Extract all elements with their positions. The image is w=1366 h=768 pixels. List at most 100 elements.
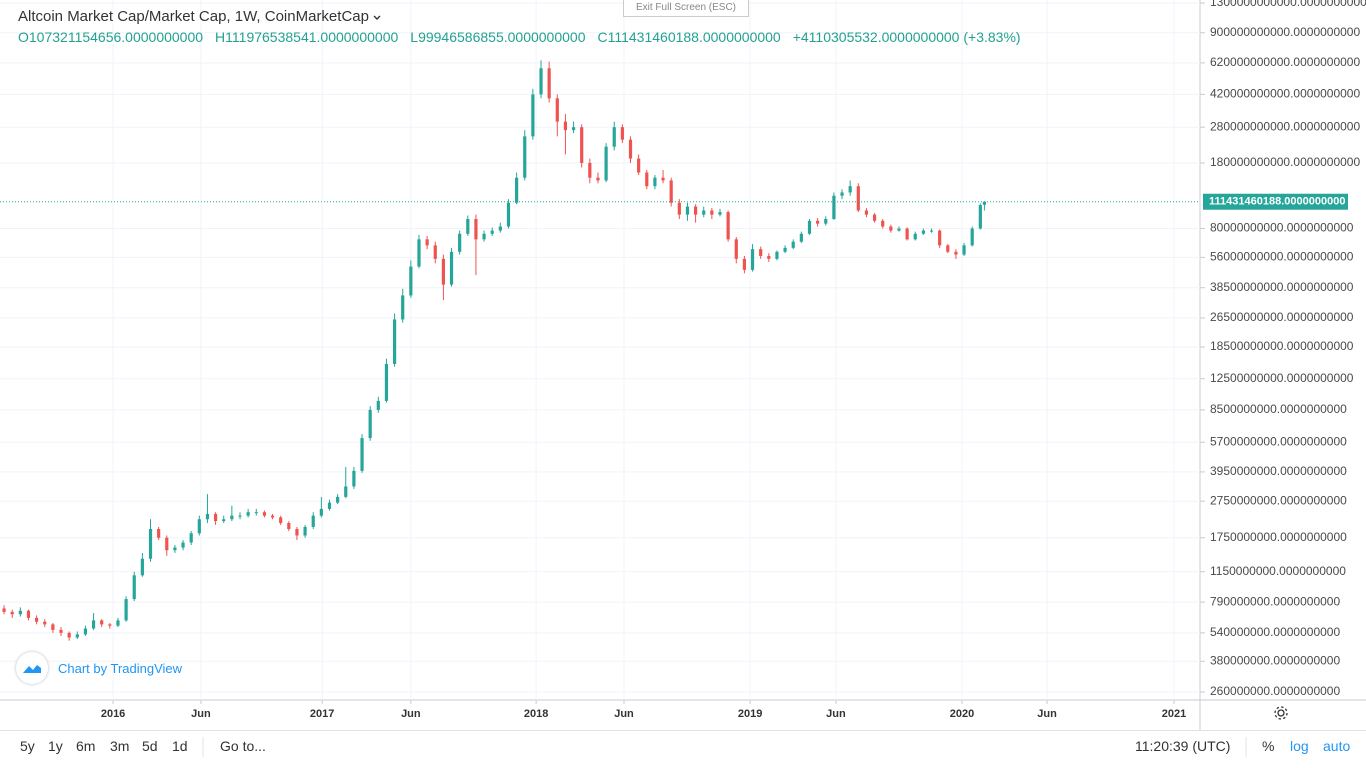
candle-body bbox=[449, 251, 454, 285]
percent-toggle[interactable]: % bbox=[1262, 738, 1275, 754]
candle-body bbox=[970, 228, 974, 246]
x-tick-label: Jun bbox=[191, 708, 211, 720]
candle-body bbox=[425, 239, 429, 246]
title-text: Altcoin Market Cap/Market Cap, 1W, CoinM… bbox=[18, 8, 369, 25]
x-tick-label: Jun bbox=[401, 708, 421, 720]
candle-body bbox=[832, 195, 836, 220]
candle-body bbox=[677, 202, 681, 215]
candle-body bbox=[213, 513, 218, 522]
candle-body bbox=[352, 470, 356, 487]
candle-body bbox=[458, 233, 462, 252]
candle-body bbox=[238, 515, 242, 517]
x-tick-label: 2016 bbox=[101, 708, 125, 720]
candle-body bbox=[905, 228, 909, 240]
range-button[interactable]: 1y bbox=[48, 738, 63, 754]
chart: 1300000000000.0000000000 900000000000.000… bbox=[0, 0, 1366, 730]
y-tick-label: 12500000000.0000000000 bbox=[1210, 371, 1354, 385]
candle-body bbox=[35, 617, 39, 622]
candle-body bbox=[864, 210, 869, 215]
candle-body bbox=[319, 508, 323, 516]
settings-icon[interactable] bbox=[1274, 706, 1288, 720]
candle-body bbox=[645, 172, 649, 187]
y-tick-label: 5700000000.0000000000 bbox=[1210, 434, 1347, 448]
candle-body bbox=[91, 620, 96, 629]
candle-body bbox=[222, 519, 226, 522]
x-tick-label: Jun bbox=[614, 708, 634, 720]
candle-body bbox=[279, 517, 283, 524]
range-button[interactable]: 6m bbox=[76, 738, 96, 754]
candle-body bbox=[441, 258, 445, 285]
candle-body bbox=[596, 177, 600, 181]
goto-button[interactable]: Go to... bbox=[220, 738, 266, 754]
candle-body bbox=[612, 127, 616, 147]
candle-body bbox=[490, 230, 494, 234]
y-tick-label: 280000000000.0000000000 bbox=[1210, 119, 1360, 133]
legend-value: 107321154656.0000000000 bbox=[28, 29, 204, 45]
candle-body bbox=[978, 205, 982, 229]
y-tick-label: 1300000000000.0000000000 bbox=[1210, 0, 1366, 9]
candle-body bbox=[750, 249, 755, 270]
candle-body bbox=[482, 233, 486, 240]
candle-body bbox=[799, 233, 803, 242]
candle-body bbox=[205, 513, 210, 520]
candle-body bbox=[287, 523, 291, 529]
candle-body bbox=[515, 177, 519, 203]
candle-body bbox=[26, 610, 31, 618]
candle-body bbox=[189, 533, 193, 543]
candle-body bbox=[661, 177, 665, 181]
y-tick-label: 380000000.0000000000 bbox=[1210, 653, 1340, 667]
candle-body bbox=[718, 212, 722, 215]
y-tick-label: 900000000000.0000000000 bbox=[1210, 25, 1360, 39]
candle-body bbox=[929, 230, 934, 232]
candle-body bbox=[783, 247, 787, 252]
auto-toggle[interactable]: auto bbox=[1323, 738, 1351, 754]
x-tick-label: 2018 bbox=[524, 708, 548, 720]
y-tick-label: 2750000000.0000000000 bbox=[1210, 493, 1347, 507]
candle-body bbox=[10, 611, 14, 615]
candle-body bbox=[417, 239, 421, 267]
bottom-toolbar: Go to... 11:20:39 (UTC) % log auto 5y 1y 6… bbox=[0, 730, 1366, 768]
log-toggle[interactable]: log bbox=[1290, 738, 1309, 754]
candle-body bbox=[588, 162, 592, 178]
candle-body bbox=[157, 528, 161, 538]
candle-body bbox=[921, 230, 925, 234]
exit-fullscreen[interactable]: Exit Full Screen (ESC) bbox=[623, 0, 749, 17]
candle-body bbox=[693, 206, 698, 215]
candle-body bbox=[140, 558, 144, 576]
range-button[interactable]: 1d bbox=[172, 738, 188, 754]
candle-body bbox=[165, 537, 169, 551]
candle-body bbox=[710, 210, 714, 215]
range-button[interactable]: 5d bbox=[142, 738, 158, 754]
legend-value: 111976538541.0000000000 bbox=[225, 29, 399, 45]
y-tick-label: 18500000000.0000000000 bbox=[1210, 339, 1354, 353]
range-button[interactable]: 3m bbox=[110, 738, 130, 754]
symbol-title[interactable]: Altcoin Market Cap/Market Cap, 1W, CoinM… bbox=[18, 8, 1021, 25]
candle-body bbox=[173, 547, 177, 551]
candle-body bbox=[116, 620, 120, 626]
candle-body bbox=[913, 233, 917, 240]
candle-body bbox=[742, 258, 747, 270]
candle-body bbox=[474, 219, 478, 240]
candle-body bbox=[75, 634, 79, 638]
candle-body bbox=[43, 621, 47, 625]
candle-body bbox=[384, 363, 389, 401]
x-tick-label: 2021 bbox=[1162, 708, 1186, 720]
candle-body bbox=[336, 496, 340, 503]
x-tick-label: 2017 bbox=[310, 708, 334, 720]
candle-body bbox=[2, 608, 6, 612]
candle-body bbox=[108, 624, 112, 626]
range-button[interactable]: 5y bbox=[20, 738, 35, 754]
candle-body bbox=[580, 127, 584, 163]
candle-body bbox=[344, 486, 348, 497]
watermark[interactable]: Chart by TradingView bbox=[16, 651, 182, 685]
legend-key: C bbox=[597, 29, 608, 45]
candle-body bbox=[262, 512, 267, 516]
x-tick-label: Jun bbox=[1037, 708, 1057, 720]
change-value: +4110305532.0000000000 (+3.83%) bbox=[792, 29, 1021, 45]
y-tick-label: 1150000000.0000000000 bbox=[1210, 564, 1346, 578]
y-tick-label: 26500000000.0000000000 bbox=[1210, 310, 1354, 324]
candle-body bbox=[620, 127, 624, 140]
legend-key: H bbox=[215, 29, 226, 45]
y-tick-label: 80000000000.0000000000 bbox=[1210, 221, 1354, 235]
